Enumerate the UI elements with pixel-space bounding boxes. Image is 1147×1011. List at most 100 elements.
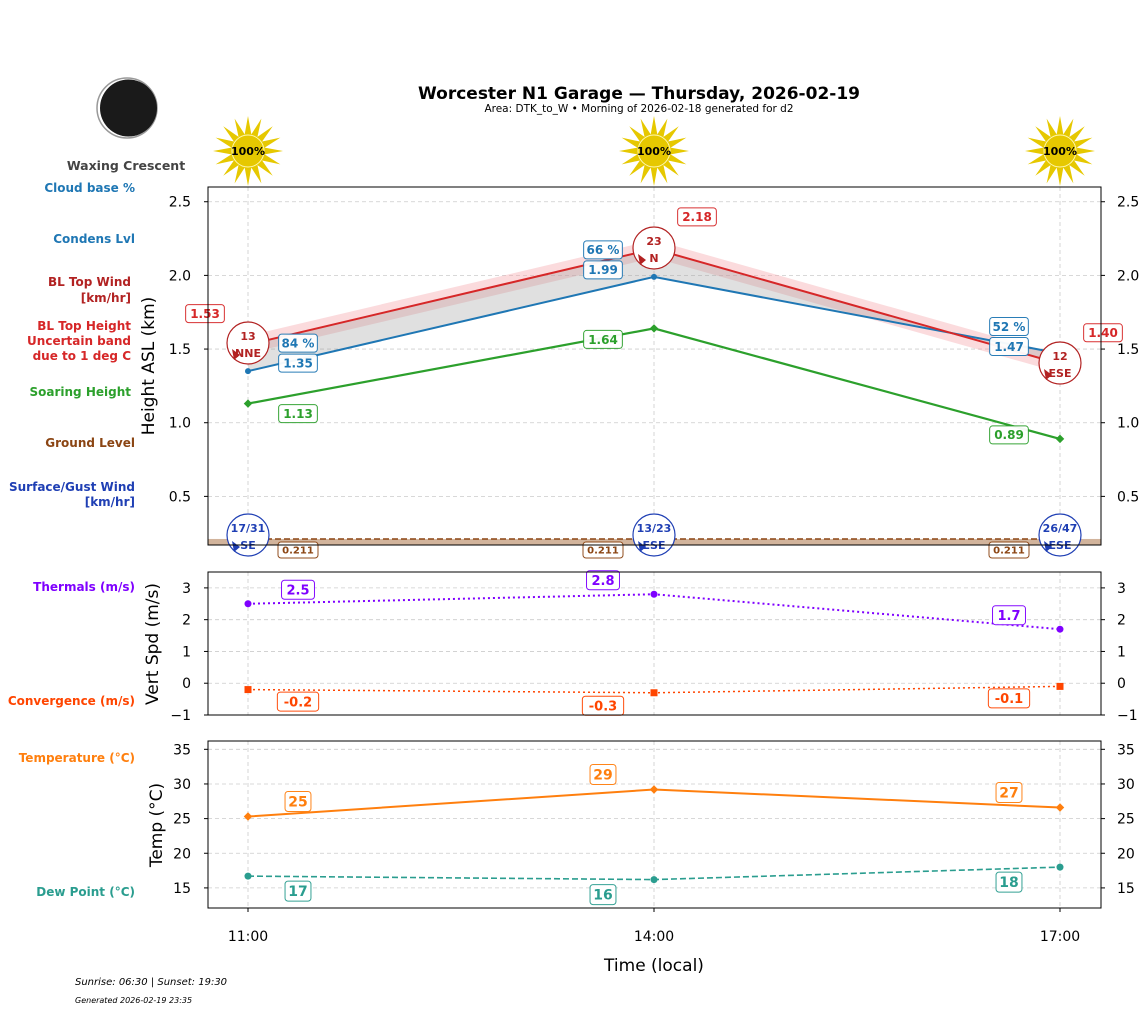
y-tick-label-right: 0 <box>1117 676 1126 692</box>
y-tick-label-left: 2.5 <box>169 195 191 211</box>
y-tick-label-right: 30 <box>1117 777 1135 793</box>
soaring-label: 1.64 <box>588 333 618 347</box>
bl-top-label-box <box>185 304 225 324</box>
y-tick-label-left: 35 <box>173 742 191 758</box>
dewpoint-label: 17 <box>288 884 307 900</box>
x-tick-label: 11:00 <box>228 929 268 945</box>
y-axis-title-vert-speed: Vert Spd (m/s) <box>143 583 163 705</box>
surface-wind-speed: 17/31 <box>231 522 266 535</box>
bl-top-label: 1.40 <box>1088 326 1118 340</box>
y-tick-label-left: 30 <box>173 777 191 793</box>
legend-temperature: Temperature (°C) <box>19 751 135 765</box>
dewpoint-point <box>1056 863 1064 871</box>
ground-label: 0.211 <box>587 546 619 557</box>
bl-wind-direction: N <box>649 252 658 265</box>
legend-bl-wind: BL Top Wind <box>48 275 131 289</box>
temperature-label-box <box>995 782 1023 804</box>
legend-cloud-base: Cloud base % <box>44 181 135 195</box>
y-axis-title-temp: Temp (°C) <box>147 783 167 868</box>
condens-label-box <box>989 336 1029 356</box>
dewpoint-label: 16 <box>593 888 612 904</box>
sunshine-pct-label: 100% <box>1043 145 1077 158</box>
condens-label-box <box>583 260 623 280</box>
condens-point <box>651 273 657 280</box>
bl-wind-direction: ESE <box>1049 367 1072 380</box>
legend-bl-wind-unit: [km/hr] <box>81 291 131 305</box>
thermals-point <box>244 600 252 608</box>
y-tick-label-left: 3 <box>182 581 191 597</box>
convergence-point <box>1056 682 1064 690</box>
condens-label: 1.35 <box>283 356 313 370</box>
plot-frame-1 <box>207 571 1102 716</box>
soaring-point <box>1055 434 1065 444</box>
y-tick-label-left: 0.5 <box>169 489 191 505</box>
y-tick-label-left: 20 <box>173 846 191 862</box>
surface-wind-arrow-icon <box>232 541 240 552</box>
chart-subtitle: Area: DTK_to_W • Morning of 2026-02-18 g… <box>484 103 793 115</box>
bl-top-label-box <box>1083 323 1123 343</box>
cloud-base-pct-label: 52 % <box>993 320 1026 334</box>
legend-surface-wind: Surface/Gust Wind <box>9 480 135 494</box>
bl-wind-direction: NNE <box>235 347 261 360</box>
y-tick-label-left: 25 <box>173 812 191 828</box>
legend-soaring: Soaring Height <box>30 385 132 399</box>
convergence-label: -0.3 <box>589 699 617 714</box>
bl-top-label: 1.53 <box>190 307 220 321</box>
sunrise-sunset: Sunrise: 06:30 | Sunset: 19:30 <box>75 977 227 988</box>
y-tick-label-right: 2.5 <box>1117 195 1139 211</box>
y-tick-label-left: 2.0 <box>169 268 191 284</box>
ground-label: 0.211 <box>282 546 314 557</box>
surface-wind-speed: 13/23 <box>637 522 672 535</box>
y-tick-label-left: 0 <box>182 676 191 692</box>
sunshine-pct-label: 100% <box>231 145 265 158</box>
y-tick-label-right: 2.0 <box>1117 268 1139 284</box>
legend-surface-wind-unit: [km/hr] <box>85 495 135 509</box>
soaring-label-box <box>989 425 1029 445</box>
temperature-label: 29 <box>593 768 612 784</box>
y-tick-label-left: 1.5 <box>169 342 191 358</box>
moon-icon <box>96 77 158 139</box>
bl-wind-arrow-icon <box>232 349 240 360</box>
y-tick-label-right: 1 <box>1117 644 1126 660</box>
bl-wind-speed: 12 <box>1052 350 1067 363</box>
y-tick-label-right: 15 <box>1117 881 1135 897</box>
bl-wind-arrow-icon <box>1044 369 1052 380</box>
thermals-label: 2.5 <box>286 583 309 598</box>
condens-label: 1.99 <box>588 263 618 277</box>
moon-phase-label: Waxing Crescent <box>67 158 185 173</box>
ground-label-box <box>988 541 1030 559</box>
soaring-label: 0.89 <box>994 428 1024 442</box>
sunshine-pct-label: 100% <box>637 145 671 158</box>
legend-convergence: Convergence (m/s) <box>8 694 135 708</box>
x-tick-label: 14:00 <box>634 929 674 945</box>
y-tick-label-left: 1 <box>182 644 191 660</box>
plot-frame-0 <box>207 186 1102 546</box>
thermals-label-box <box>281 579 315 600</box>
y-tick-label-right: 0.5 <box>1117 489 1139 505</box>
temperature-label: 25 <box>288 795 307 811</box>
y-tick-label-right: 2 <box>1117 613 1126 629</box>
y-tick-label-left: 15 <box>173 881 191 897</box>
temperature-label-box <box>284 791 312 813</box>
x-axis-title: Time (local) <box>603 956 704 976</box>
surface-wind-speed: 26/47 <box>1043 522 1078 535</box>
legend-bl-top-note: due to 1 deg C <box>33 349 132 363</box>
surface-wind-arrow-icon <box>638 541 646 552</box>
soaring-label-box <box>583 329 623 349</box>
y-tick-label-right: 25 <box>1117 812 1135 828</box>
ground-label: 0.211 <box>993 546 1025 557</box>
cloud-fill <box>248 248 1060 372</box>
legend-condens: Condens Lvl <box>53 232 135 246</box>
legend-thermals: Thermals (m/s) <box>33 580 135 594</box>
soaring-label: 1.13 <box>283 407 313 421</box>
convergence-label-box <box>987 688 1031 709</box>
bl-wind-arrow-icon <box>638 254 646 265</box>
sun-disc <box>231 134 265 168</box>
y-tick-label-left: −1 <box>170 708 191 724</box>
condens-point <box>245 368 251 375</box>
legend-bl-top: BL Top Height <box>37 319 131 333</box>
y-axis-title-height: Height ASL (km) <box>139 297 159 436</box>
dewpoint-point <box>244 872 252 880</box>
cloud-base-pct-label-box <box>989 316 1029 336</box>
ground-label-box <box>582 541 624 559</box>
